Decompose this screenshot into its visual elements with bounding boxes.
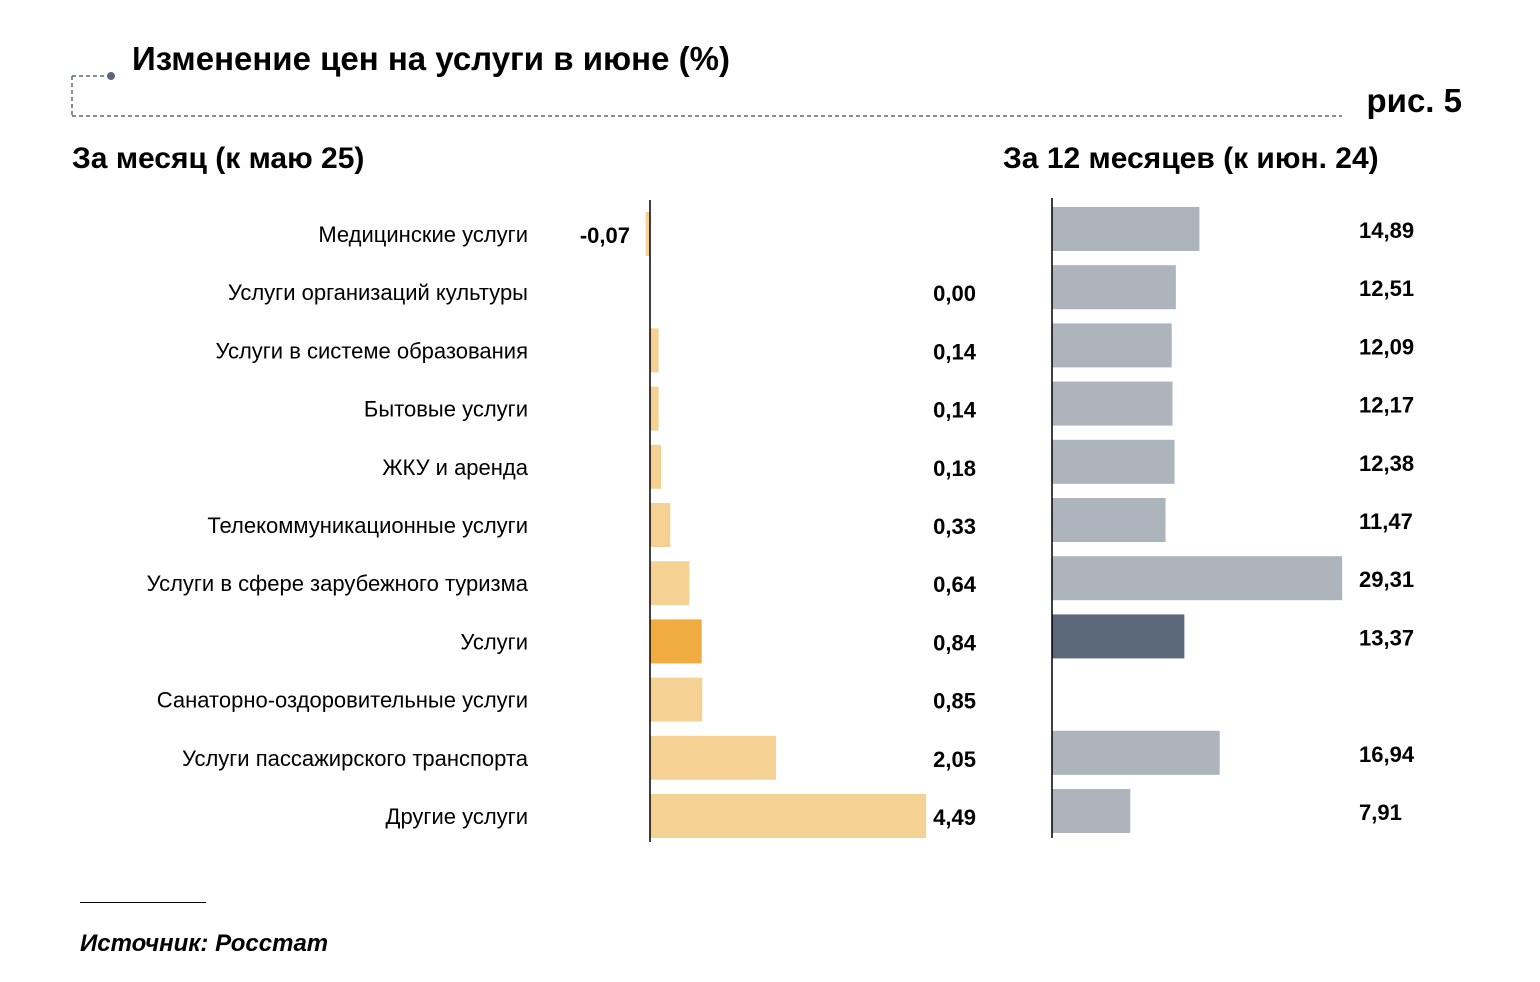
month-value-label: 2,05 (933, 747, 976, 772)
left-bars: Медицинские услуги -0,07 Услуги организаци… (147, 212, 977, 838)
month-value-label: 4,49 (933, 805, 976, 830)
category-label: Услуги в системе образования (215, 338, 528, 363)
month-value-label: 0,33 (933, 514, 976, 539)
right-panel-title: За 12 месяцев (к июн. 24) (1003, 142, 1379, 175)
year-bar (1052, 207, 1200, 251)
year-bar (1052, 381, 1173, 426)
year-value-label: 12,17 (1359, 393, 1414, 418)
year-bar (1052, 265, 1176, 310)
year-value-label: 12,51 (1359, 276, 1414, 301)
month-value-label: 0,85 (933, 689, 976, 714)
month-value-label: -0,07 (580, 223, 630, 248)
category-label: Бытовые услуги (364, 397, 528, 422)
chart-title: Изменение цен на услуги в июне (%) (132, 40, 730, 77)
month-value-label: 0,14 (933, 398, 977, 423)
year-value-label: 7,91 (1359, 800, 1402, 825)
year-bar (1052, 730, 1220, 775)
month-value-label: 0,84 (933, 630, 977, 655)
month-bar (650, 561, 690, 606)
year-value-label: 14,89 (1359, 218, 1414, 243)
month-bar (650, 444, 662, 489)
month-bar (650, 619, 702, 664)
month-bar (650, 677, 703, 722)
category-label: Санаторно-оздоровительные услуги (157, 688, 528, 713)
month-value-label: 0,00 (933, 281, 976, 306)
category-label: Услуги в сфере зарубежного туризма (147, 571, 529, 596)
month-bar (650, 328, 659, 373)
year-value-label: 12,09 (1359, 334, 1414, 359)
month-value-label: 0,18 (933, 456, 976, 481)
month-value-label: 0,64 (933, 572, 977, 597)
category-label: Медицинские услуги (318, 222, 528, 247)
year-bar (1052, 556, 1343, 601)
category-label: ЖКУ и аренда (382, 455, 529, 480)
right-bars: 14,89 12,51 12,09 12,17 12,38 11,47 29,31 13,37… (1052, 207, 1415, 833)
year-value-label: 12,38 (1359, 451, 1414, 476)
month-bar (650, 503, 671, 547)
year-value-label: 16,94 (1359, 742, 1415, 767)
category-label: Услуги организаций культуры (228, 280, 528, 305)
header-dot (107, 72, 115, 80)
month-bar (650, 386, 659, 431)
year-value-label: 29,31 (1359, 567, 1414, 592)
year-value-label: 13,37 (1359, 625, 1414, 650)
year-bar (1052, 789, 1131, 833)
year-bar (1052, 614, 1185, 659)
month-value-label: 0,14 (933, 339, 977, 364)
month-bar (650, 735, 777, 780)
figure-label: рис. 5 (1366, 82, 1463, 119)
year-bar (1052, 323, 1172, 368)
left-panel-title: За месяц (к маю 25) (72, 142, 365, 175)
source-note: Источник: Росстат (80, 930, 329, 957)
month-bar (645, 212, 650, 256)
category-label: Телекоммуникационные услуги (207, 513, 528, 538)
month-bar (650, 794, 927, 838)
category-label: Другие услуги (386, 804, 528, 829)
year-value-label: 11,47 (1359, 509, 1413, 534)
year-bar (1052, 439, 1175, 484)
category-label: Услуги (460, 629, 528, 654)
year-bar (1052, 498, 1166, 542)
source-rule (80, 902, 206, 903)
category-label: Услуги пассажирского транспорта (182, 746, 529, 771)
